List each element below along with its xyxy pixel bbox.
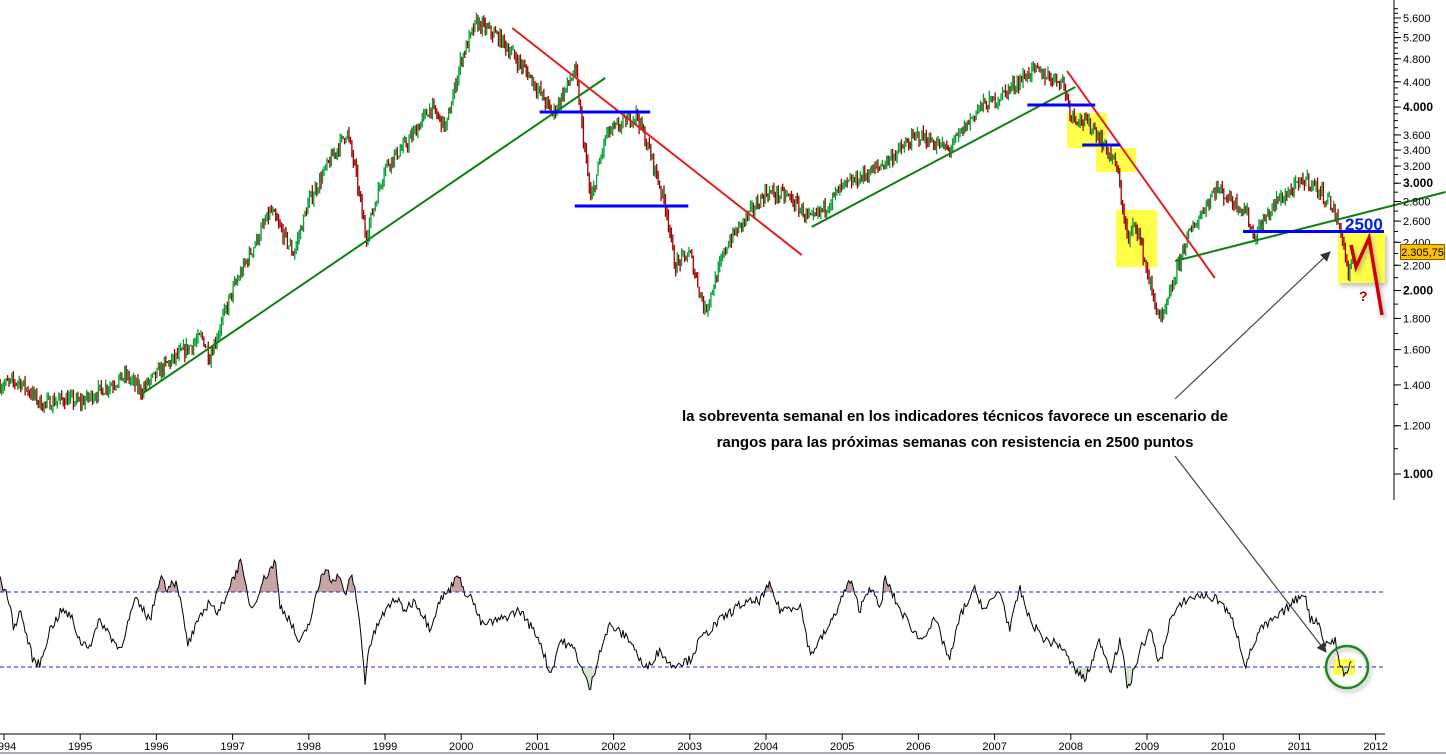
y-tick-label: 2.000 bbox=[1403, 284, 1433, 298]
trendline bbox=[511, 27, 803, 256]
x-tick-label: 2004 bbox=[754, 741, 778, 753]
oscillator-line bbox=[0, 558, 1352, 691]
highlight-boxes bbox=[1067, 113, 1385, 675]
highlight-box bbox=[1116, 210, 1157, 267]
y-tick-label: 3.200 bbox=[1403, 161, 1431, 173]
oscillator-fills bbox=[0, 559, 1349, 690]
trendline bbox=[811, 86, 1076, 228]
last-price-label: 2.305,75 bbox=[1400, 244, 1445, 260]
annotation-lines bbox=[141, 27, 1446, 395]
x-tick-label: 2011 bbox=[1288, 741, 1312, 753]
y-tick-label: 5.600 bbox=[1403, 13, 1431, 25]
y-tick-label: 4.800 bbox=[1403, 54, 1431, 66]
y-tick-label: 1.800 bbox=[1403, 313, 1431, 325]
oscillator-zone-fill bbox=[168, 580, 178, 592]
x-tick-label: 2007 bbox=[982, 741, 1006, 753]
y-tick-label: 4.400 bbox=[1403, 77, 1431, 89]
note-line-1: la sobreventa semanal en los indicadores… bbox=[681, 408, 1229, 425]
x-tick-label: 2012 bbox=[1363, 741, 1387, 753]
y-tick-label: 3.000 bbox=[1403, 176, 1433, 190]
y-tick-label: 3.600 bbox=[1403, 130, 1431, 142]
trendline bbox=[1174, 191, 1446, 262]
y-tick-label: 1.600 bbox=[1403, 345, 1431, 357]
x-tick-label: 2006 bbox=[906, 741, 930, 753]
x-tick-label: 1996 bbox=[144, 741, 168, 753]
x-tick-label: 1997 bbox=[220, 741, 244, 753]
arrow-to-oscillator bbox=[1174, 455, 1327, 653]
note-line-2: rangos para las próximas semanas con res… bbox=[716, 434, 1194, 451]
oversold-circle bbox=[1324, 644, 1370, 690]
x-tick-label: 1995 bbox=[68, 741, 92, 753]
x-tick-label: 2002 bbox=[601, 741, 625, 753]
x-tick-label: 2009 bbox=[1135, 741, 1159, 753]
x-tick-label: 2005 bbox=[830, 741, 854, 753]
oscillator-zone-fill bbox=[581, 667, 596, 690]
x-tick-label: 2001 bbox=[525, 741, 549, 753]
x-tick-label: 2003 bbox=[678, 741, 702, 753]
oscillator-zone-fill bbox=[0, 576, 7, 592]
y-tick-label: 1.400 bbox=[1403, 380, 1431, 392]
arrow-to-price bbox=[1174, 251, 1331, 400]
y-tick-label: 2.200 bbox=[1403, 260, 1431, 272]
projection-path bbox=[1349, 232, 1384, 316]
y-tick-label: 1.200 bbox=[1403, 421, 1431, 433]
y-tick-label: 2.800 bbox=[1403, 196, 1431, 208]
y-tick-label: 4.000 bbox=[1403, 100, 1433, 114]
y-axis: 1.0001.2001.4001.6001.8002.0002.2002.400… bbox=[1394, 8, 1433, 481]
x-axis: 1994 1995 1996 1997 1998 1999 2000 2001 2002 2003… bbox=[0, 734, 1388, 753]
oscillator-zone-fill bbox=[261, 560, 279, 592]
resistance-label: 2500 bbox=[1345, 215, 1383, 234]
y-tick-label: 2.600 bbox=[1403, 216, 1431, 228]
x-tick-label: 1998 bbox=[297, 741, 321, 753]
oscillator-zone-fill bbox=[1343, 667, 1349, 676]
x-tick-label: 2000 bbox=[449, 741, 473, 753]
oscillator-zone-fill bbox=[1074, 667, 1091, 682]
analysis-note: la sobreventa semanal en los indicadores… bbox=[560, 404, 1350, 456]
x-tick-label: 2008 bbox=[1059, 741, 1083, 753]
x-tick-label: 2010 bbox=[1211, 741, 1235, 753]
x-tick-label: 1999 bbox=[373, 741, 397, 753]
x-tick-label: 1994 bbox=[0, 741, 16, 753]
y-tick-label: 1.000 bbox=[1403, 467, 1433, 481]
y-tick-label: 3.400 bbox=[1403, 145, 1431, 157]
question-mark: ? bbox=[1359, 288, 1368, 304]
trendline bbox=[141, 77, 606, 395]
y-tick-label: 5.200 bbox=[1403, 33, 1431, 45]
